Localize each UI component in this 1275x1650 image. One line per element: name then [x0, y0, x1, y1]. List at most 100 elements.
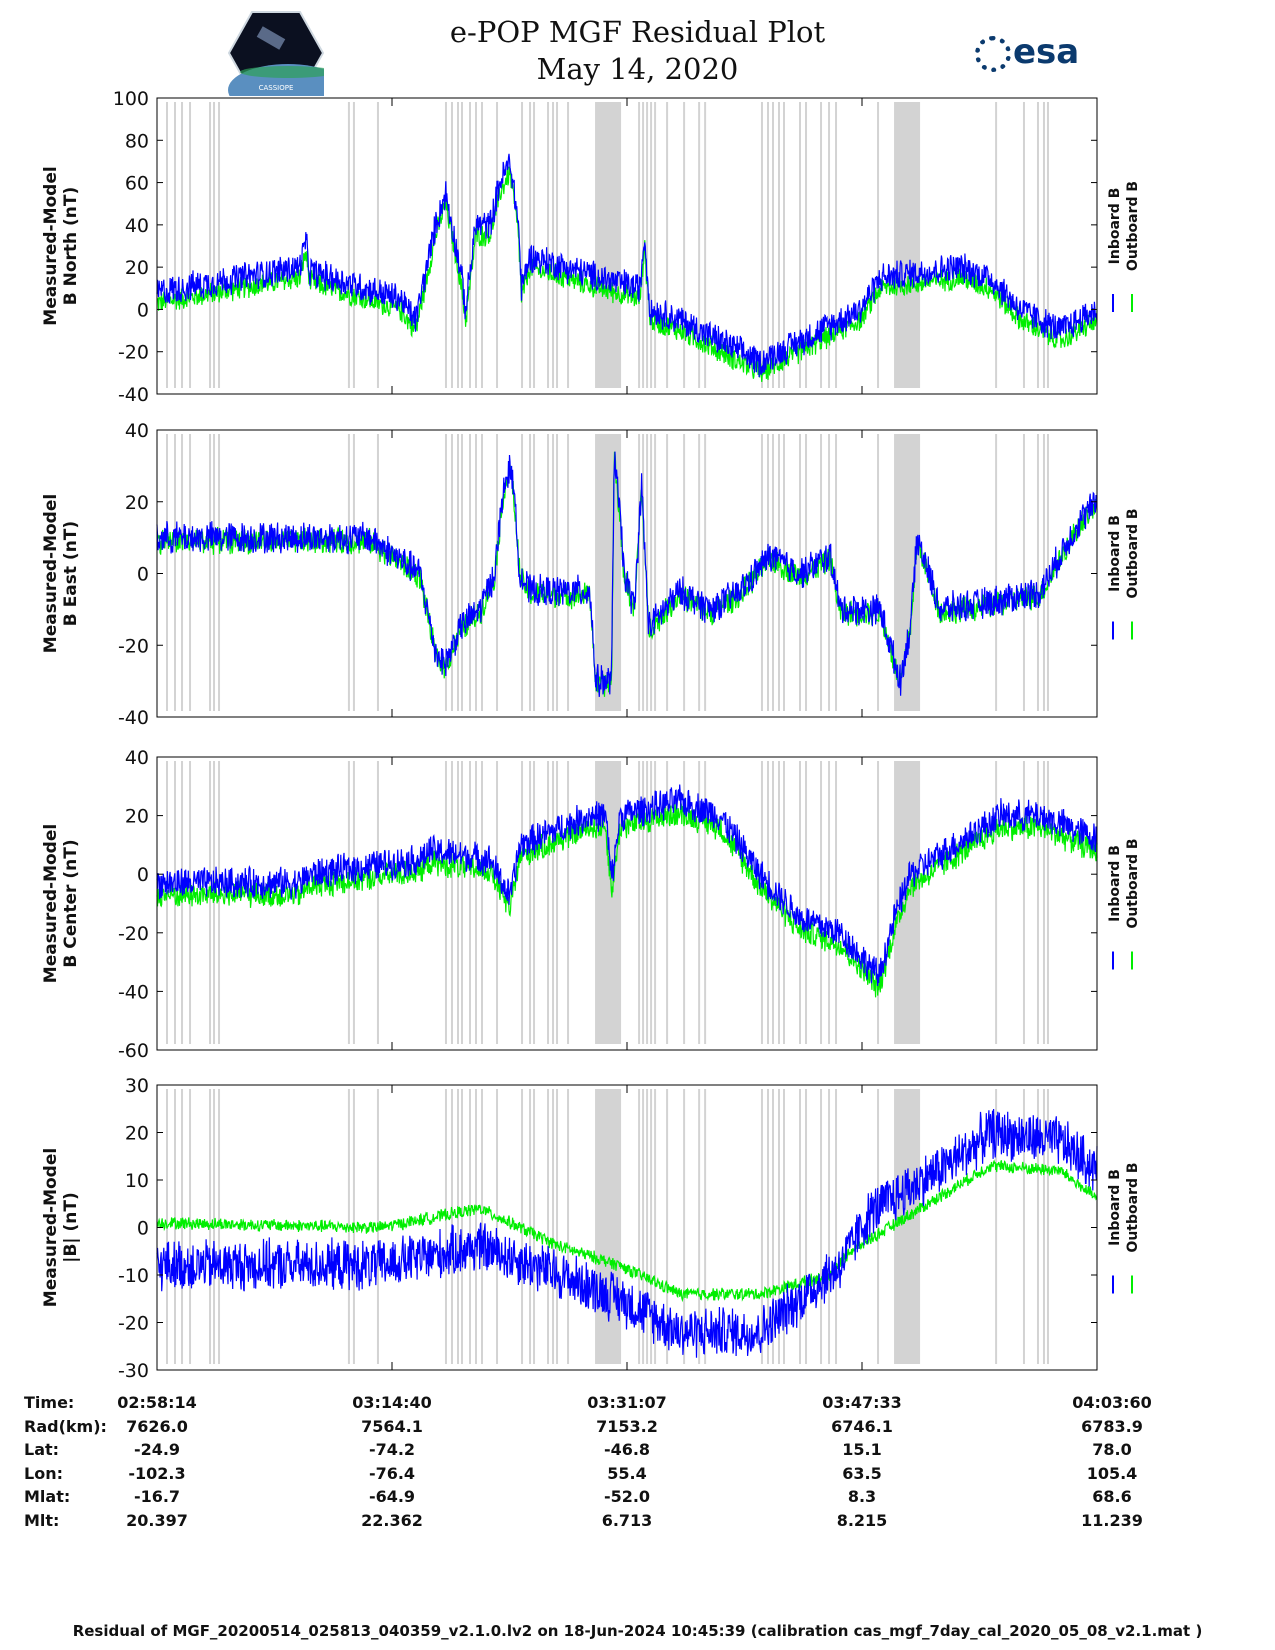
info-value: 15.1	[842, 1440, 882, 1459]
info-row-label: Rad(km):	[24, 1416, 107, 1436]
y-tick-label: -20	[118, 1313, 149, 1335]
y-tick-label: 0	[137, 564, 149, 586]
info-row: Mlt: 20.397 22.362 6.713 8.215 11.239	[24, 1511, 1254, 1535]
y-tick-label: 20	[125, 257, 149, 279]
data-gap-band	[894, 434, 921, 711]
y-tick-label: -20	[118, 635, 149, 657]
info-row-label: Lon:	[24, 1463, 63, 1483]
info-value: 105.4	[1086, 1463, 1138, 1483]
y-axis-label: Measured-Model	[41, 824, 61, 983]
y-tick-label: 0	[137, 864, 149, 886]
info-value: -46.8	[603, 1440, 651, 1459]
info-value: 55.4	[607, 1463, 647, 1483]
y-tick-label: 0	[137, 1218, 149, 1240]
info-value: 6783.9	[1081, 1416, 1143, 1436]
legend-outboard-label: Outboard B	[1125, 838, 1141, 928]
data-gap-band	[894, 761, 921, 1044]
info-row-label: Lat:	[24, 1440, 60, 1459]
info-value: 22.362	[361, 1510, 423, 1530]
info-value: 03:14:40	[352, 1393, 432, 1412]
info-value: 8.215	[836, 1510, 888, 1530]
legend-outboard-label: Outboard B	[1125, 181, 1141, 271]
y-tick-label: 0	[137, 299, 149, 321]
info-value: 02:58:14	[117, 1393, 197, 1412]
outboard-b-series	[156, 451, 1098, 697]
y-tick-label: 60	[125, 173, 149, 195]
data-gap-band	[894, 102, 921, 388]
data-gap-band	[595, 102, 622, 388]
info-value: -16.7	[133, 1487, 181, 1506]
chart-title: e-POP MGF Residual Plot May 14, 2020	[0, 14, 1275, 88]
y-axis-label: Measured-Model	[41, 166, 61, 325]
y-tick-label: 40	[125, 747, 149, 769]
esa-logo-text: esa	[1013, 32, 1080, 72]
info-value: 63.5	[842, 1463, 882, 1483]
info-value: 03:31:07	[587, 1393, 667, 1412]
footer-caption: Residual of MGF_20200514_025813_040359_v…	[72, 1622, 1203, 1640]
info-row: Rad(km): 7626.0 7564.1 7153.2 6746.1 6783.9	[24, 1417, 1254, 1441]
y-tick-label: 40	[125, 420, 149, 442]
data-gap-band	[595, 1089, 622, 1364]
info-value: 68.6	[1092, 1487, 1132, 1506]
y-tick-label: 20	[125, 1123, 149, 1145]
info-row-label: Time:	[24, 1393, 75, 1412]
data-gap-band	[894, 1089, 921, 1364]
y-tick-label: -40	[118, 981, 149, 1003]
legend-inboard-label: Inboard B	[1107, 845, 1123, 922]
y-axis-label: B East (nT)	[61, 521, 81, 626]
info-value: 7626.0	[126, 1416, 188, 1436]
info-row: Lat: -24.9 -74.2 -46.8 15.1 78.0	[24, 1440, 1254, 1464]
y-axis-label: Measured-Model	[41, 1148, 61, 1307]
plot-frame	[156, 97, 1098, 395]
outboard-b-series	[156, 1159, 1098, 1303]
info-value: -76.4	[368, 1463, 416, 1483]
title-line-2: May 14, 2020	[536, 52, 739, 86]
y-tick-label: -10	[118, 1265, 149, 1287]
inboard-b-series	[156, 784, 1098, 987]
y-tick-label: 20	[125, 806, 149, 828]
esa-logo: esa	[975, 32, 1079, 72]
legend-inboard-label: Inboard B	[1107, 1169, 1123, 1246]
info-value: -74.2	[368, 1440, 416, 1459]
y-axis-label: B North (nT)	[61, 187, 81, 306]
y-tick-label: -40	[118, 707, 149, 729]
info-value: -24.9	[133, 1440, 181, 1459]
y-tick-label: 20	[125, 492, 149, 514]
y-tick-label: 100	[113, 88, 149, 110]
info-row: Mlat: -16.7 -64.9 -52.0 8.3 68.6	[24, 1487, 1254, 1511]
info-value: -52.0	[603, 1487, 651, 1506]
y-tick-label: -20	[118, 342, 149, 364]
legend-outboard-label: Outboard B	[1125, 1162, 1141, 1252]
info-value: 6746.1	[831, 1416, 893, 1436]
outboard-b-series	[156, 801, 1098, 998]
legend-outboard-label: Outboard B	[1125, 508, 1141, 598]
y-tick-label: -30	[118, 1360, 149, 1382]
info-value: 11.239	[1081, 1510, 1143, 1530]
inboard-b-series	[156, 153, 1098, 378]
info-row-label: Mlt:	[24, 1510, 60, 1530]
info-value: 8.3	[847, 1487, 877, 1506]
y-tick-label: 30	[125, 1075, 149, 1097]
title-line-1: e-POP MGF Residual Plot	[449, 15, 826, 49]
info-row: Lon: -102.3 -76.4 55.4 63.5 105.4	[24, 1464, 1254, 1488]
y-tick-label: 10	[125, 1170, 149, 1192]
info-row: Time: 02:58:14 03:14:40 03:31:07 03:47:33 04:…	[24, 1393, 1254, 1417]
legend-inboard-label: Inboard B	[1107, 515, 1123, 592]
info-value: 04:03:60	[1072, 1393, 1152, 1412]
info-value: 20.397	[126, 1510, 188, 1530]
esa-ring-icon	[975, 35, 1011, 72]
inboard-b-series	[156, 451, 1098, 697]
y-tick-label: -60	[118, 1040, 149, 1062]
info-value: 7564.1	[361, 1416, 423, 1436]
y-tick-label: -20	[118, 923, 149, 945]
info-value: 6.713	[601, 1510, 653, 1530]
info-value: 7153.2	[596, 1416, 658, 1436]
y-tick-label: -40	[118, 384, 149, 406]
info-value: 78.0	[1092, 1440, 1132, 1459]
y-axis-label: |B| (nT)	[61, 1192, 81, 1263]
legend-inboard-label: Inboard B	[1107, 188, 1123, 265]
y-tick-label: 40	[125, 215, 149, 237]
y-axis-label: Measured-Model	[41, 494, 61, 653]
info-row-label: Mlat:	[24, 1487, 71, 1506]
